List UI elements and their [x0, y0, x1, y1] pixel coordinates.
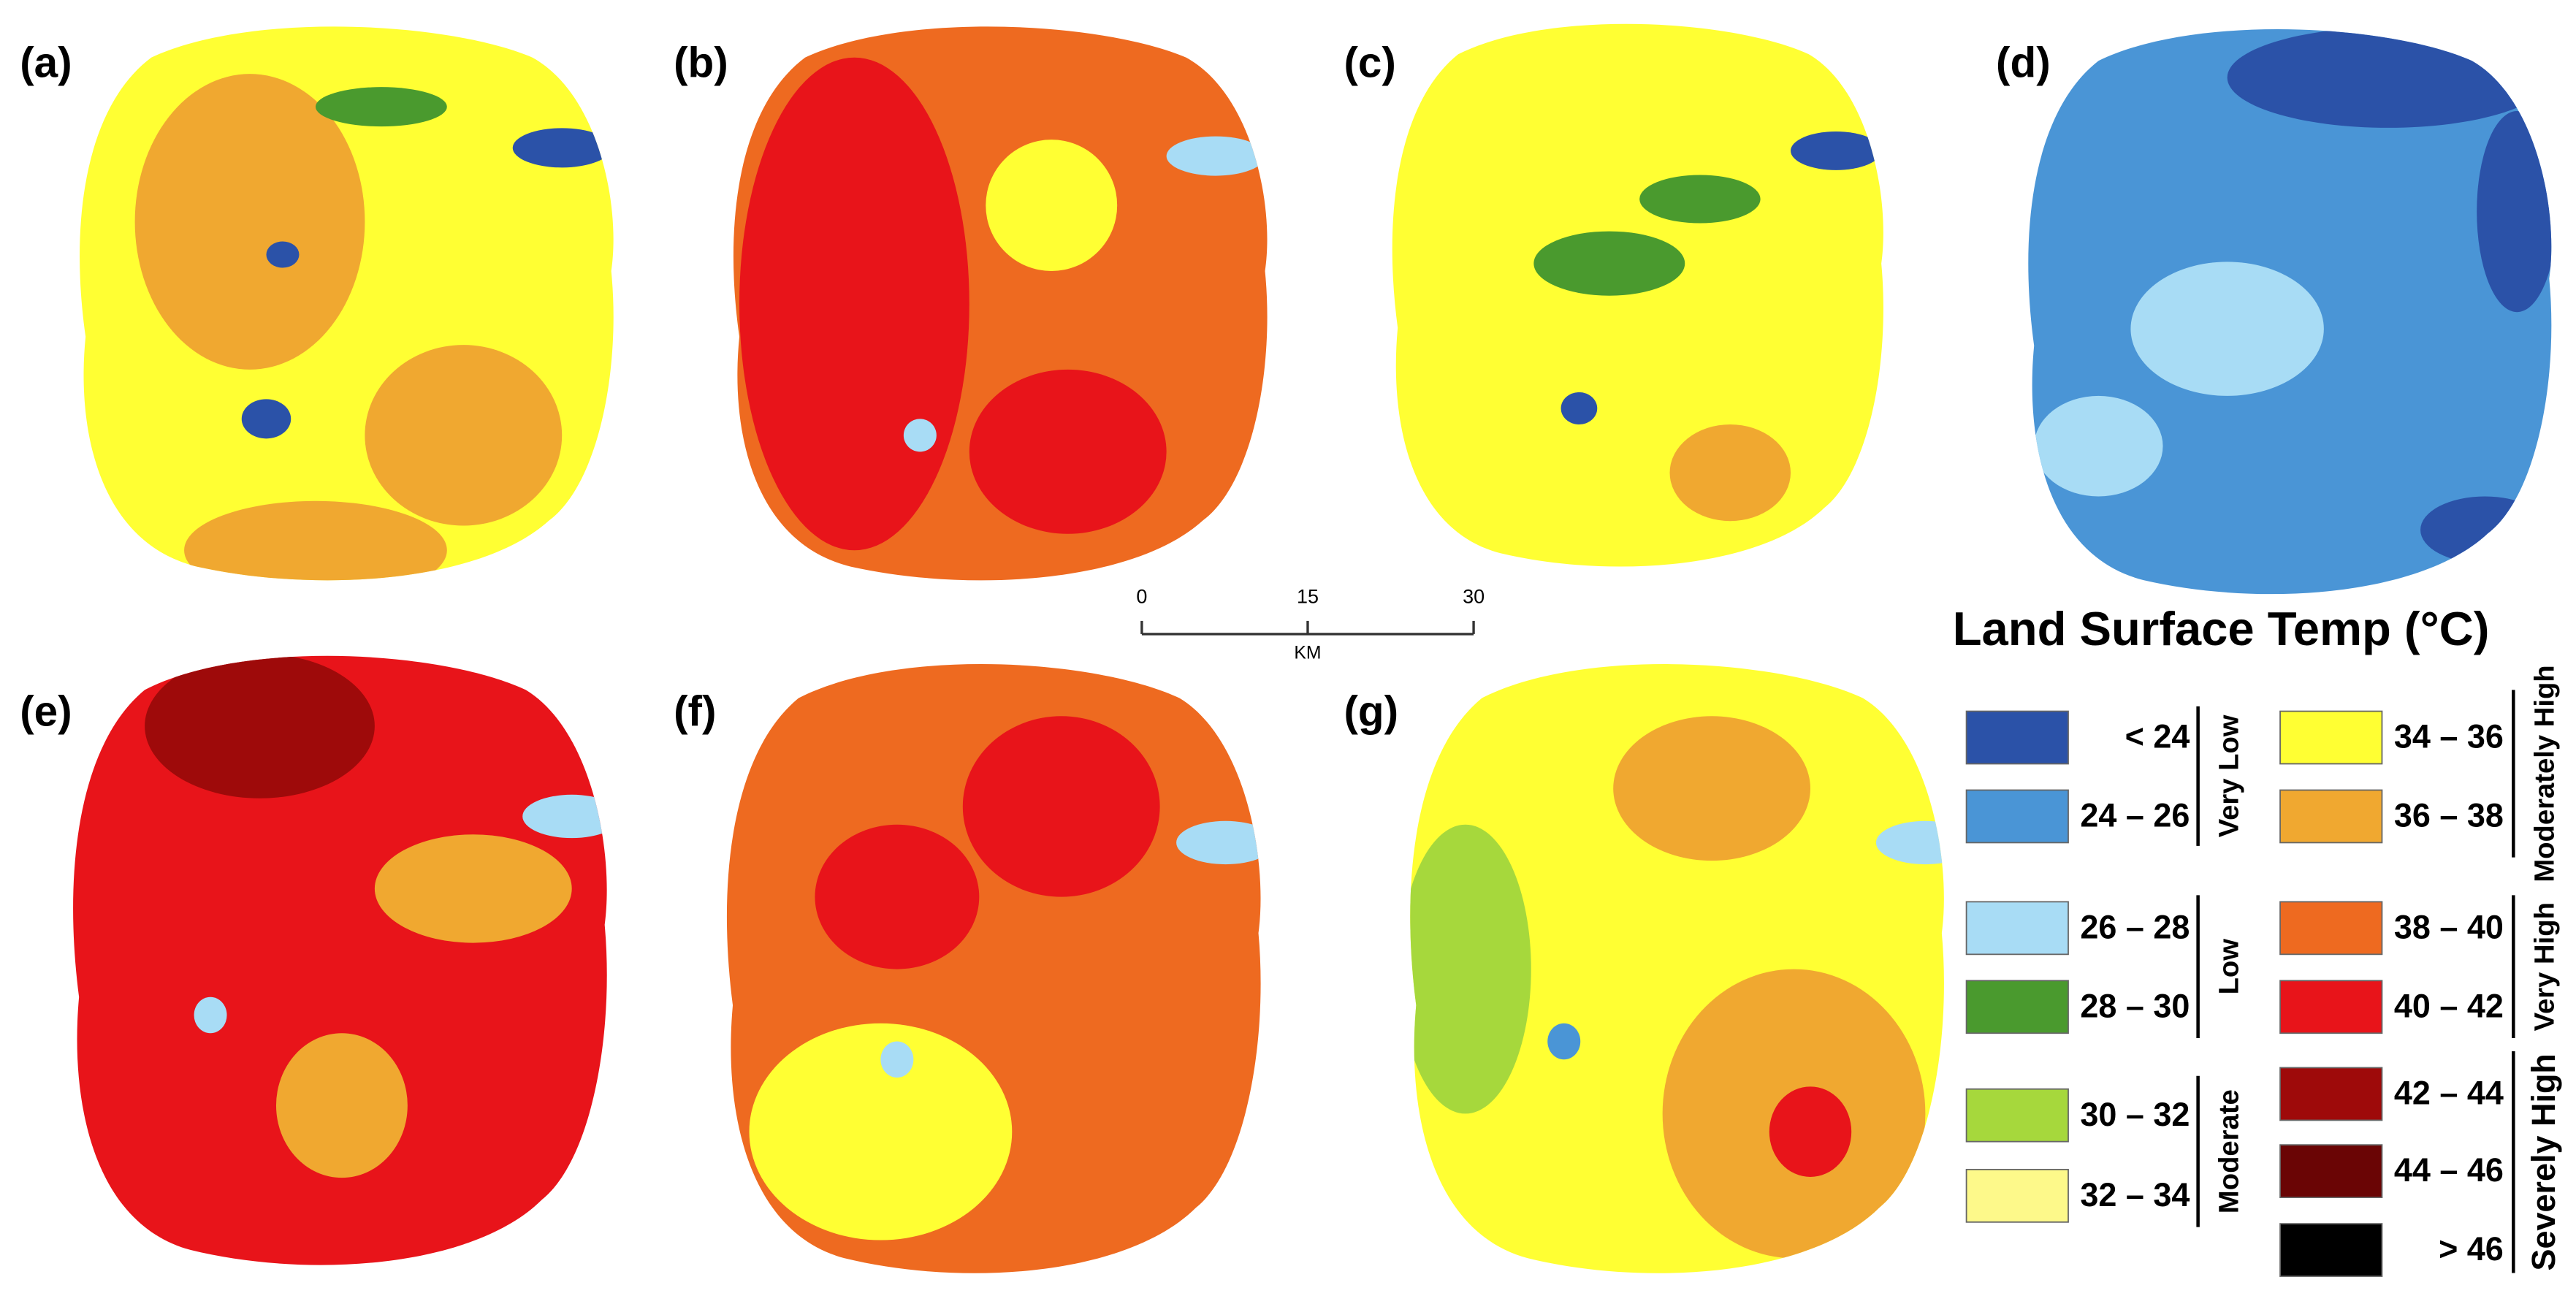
map-patch	[2227, 29, 2550, 128]
panel-label: (a)	[20, 39, 72, 86]
map-patch	[880, 1041, 914, 1078]
legend-swatch	[1965, 980, 2069, 1034]
map-patch	[986, 140, 1118, 271]
panel-label: (f)	[674, 687, 716, 735]
legend-swatch	[1965, 710, 2069, 765]
map-patch	[315, 87, 447, 127]
legend-label: 38 – 40	[2394, 908, 2504, 945]
map-patch	[1639, 175, 1761, 224]
scale-unit: KM	[1294, 643, 1321, 663]
legend-swatch	[2279, 789, 2383, 844]
map-patch	[241, 399, 291, 439]
map-patch	[739, 57, 969, 551]
legend-label: 44 – 46	[2394, 1151, 2504, 1189]
legend-swatch	[2279, 980, 2383, 1034]
scale-label: 30	[1463, 586, 1485, 608]
legend-label: 42 – 44	[2394, 1075, 2504, 1112]
group-label: Severely High	[2525, 1053, 2562, 1270]
map-patch	[1769, 1086, 1852, 1177]
legend-swatch	[1965, 901, 2069, 956]
map	[726, 664, 1261, 1273]
map-patches	[134, 74, 611, 581]
map-patch	[1561, 392, 1598, 424]
map-patch	[522, 794, 607, 839]
legend-label: 34 – 36	[2394, 718, 2504, 755]
map	[1410, 664, 1944, 1273]
map	[73, 655, 607, 1265]
panel-label: (g)	[1344, 687, 1398, 735]
legend-swatch	[2279, 1144, 2383, 1198]
map-patch	[1547, 1023, 1581, 1060]
panel-label: (d)	[1996, 39, 2051, 86]
legend-label: 40 – 42	[2394, 987, 2504, 1024]
legend-label: 26 – 28	[2080, 908, 2190, 945]
group-label: Very Low	[2214, 714, 2245, 837]
group-label: Low	[2214, 939, 2245, 995]
legend-swatch	[2279, 1067, 2383, 1121]
map-patch	[2034, 395, 2163, 497]
map-patch	[749, 1023, 1013, 1240]
panel-label: (c)	[1344, 39, 1395, 86]
map-patch	[2477, 110, 2552, 313]
legend-swatch	[1965, 789, 2069, 844]
map-patch	[194, 996, 227, 1034]
group-label: Moderate	[2214, 1089, 2245, 1213]
map-patch	[903, 419, 937, 452]
map-patch	[962, 716, 1160, 897]
legend-swatch	[2279, 1223, 2383, 1277]
legend-swatch	[1965, 1168, 2069, 1223]
map	[2028, 29, 2552, 595]
scale-label: 0	[1136, 586, 1147, 608]
map	[1392, 23, 1883, 567]
map-patch	[1176, 820, 1261, 865]
map-patch	[1533, 231, 1685, 296]
map-patch	[134, 74, 365, 370]
map-patch	[365, 345, 563, 526]
legend-label: 30 – 32	[2080, 1096, 2190, 1133]
panel-label: (b)	[674, 39, 728, 86]
map	[733, 26, 1268, 581]
legend-label: < 24	[2125, 718, 2190, 755]
legend-swatch	[2279, 901, 2383, 956]
map-base	[1392, 23, 1883, 567]
map-patches	[739, 57, 1265, 551]
legend-label: 32 – 34	[2080, 1176, 2190, 1213]
map-patch	[374, 834, 572, 943]
legend-swatch	[2279, 710, 2383, 765]
group-label: Moderately High	[2529, 665, 2560, 882]
legend-label: 36 – 38	[2394, 797, 2504, 834]
scale-label: 15	[1297, 586, 1319, 608]
map-patch	[275, 1033, 408, 1178]
map-patch	[266, 241, 300, 268]
map-patch	[1875, 820, 1944, 865]
map-patches	[145, 655, 607, 1178]
group-label: Very High	[2529, 902, 2560, 1031]
panel-label: (e)	[20, 687, 72, 735]
legend-label: 24 – 26	[2080, 797, 2190, 834]
map-patch	[815, 824, 980, 969]
map-patches	[1410, 716, 1944, 1259]
map-patch	[2130, 262, 2324, 396]
map-patch	[1613, 716, 1810, 861]
map-patches	[749, 716, 1261, 1240]
map-patch	[969, 369, 1167, 534]
map	[80, 26, 614, 581]
map-patch	[1791, 131, 1882, 170]
legend-title: Land Surface Temp (°C)	[1953, 602, 2490, 655]
legend-label: 28 – 30	[2080, 987, 2190, 1024]
map-patches	[1533, 131, 1882, 522]
map-patch	[1410, 824, 1531, 1114]
map-patch	[145, 655, 375, 798]
legend-label: > 46	[2439, 1230, 2504, 1268]
map-patch	[1166, 136, 1265, 176]
legend-swatch	[1965, 1088, 2069, 1143]
map-patch	[512, 128, 611, 168]
map-patch	[2420, 496, 2550, 564]
map-patch	[184, 500, 447, 581]
map-patch	[1669, 424, 1791, 522]
